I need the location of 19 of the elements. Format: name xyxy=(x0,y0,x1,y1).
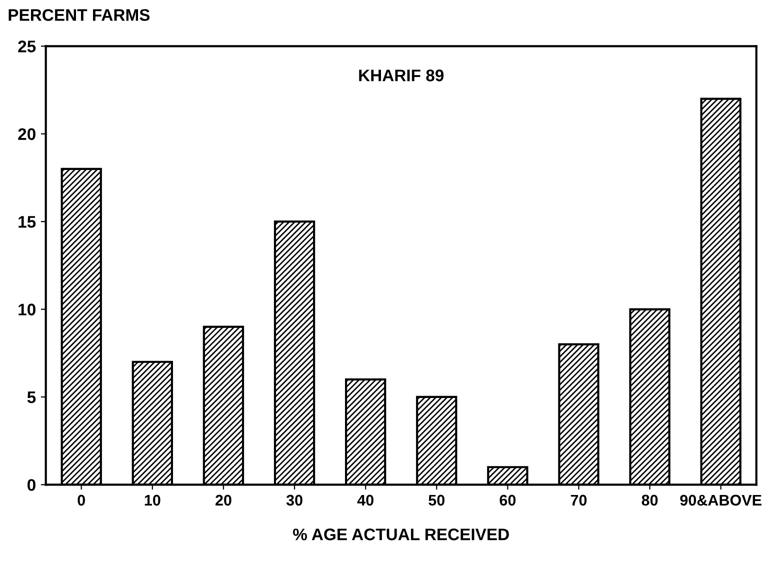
x-tick-label: 90&ABOVE xyxy=(680,494,762,506)
y-tick-label: 0 xyxy=(28,479,36,491)
x-tick-label: 0 xyxy=(78,494,85,506)
x-axis-title: % AGE ACTUAL RECEIVED xyxy=(293,528,509,540)
y-tick-label: 10 xyxy=(18,304,36,316)
x-tick-label: 70 xyxy=(570,494,587,506)
x-tick-label: 80 xyxy=(642,494,658,506)
y-axis-title: PERCENT FARMS xyxy=(8,9,150,21)
y-tick-label: 20 xyxy=(18,128,36,140)
x-tick-label: 40 xyxy=(357,494,374,506)
y-tick-label: 5 xyxy=(27,392,36,404)
x-tick-label: 10 xyxy=(144,494,160,506)
y-tick-label: 15 xyxy=(18,216,36,228)
x-tick-label: 30 xyxy=(286,494,302,506)
x-tick-label: 60 xyxy=(500,494,516,506)
x-tick-label: 20 xyxy=(216,494,232,506)
y-tick-label: 25 xyxy=(18,40,36,52)
text: KHARIF 89 xyxy=(359,70,444,82)
x-tick-label: 50 xyxy=(428,494,444,506)
